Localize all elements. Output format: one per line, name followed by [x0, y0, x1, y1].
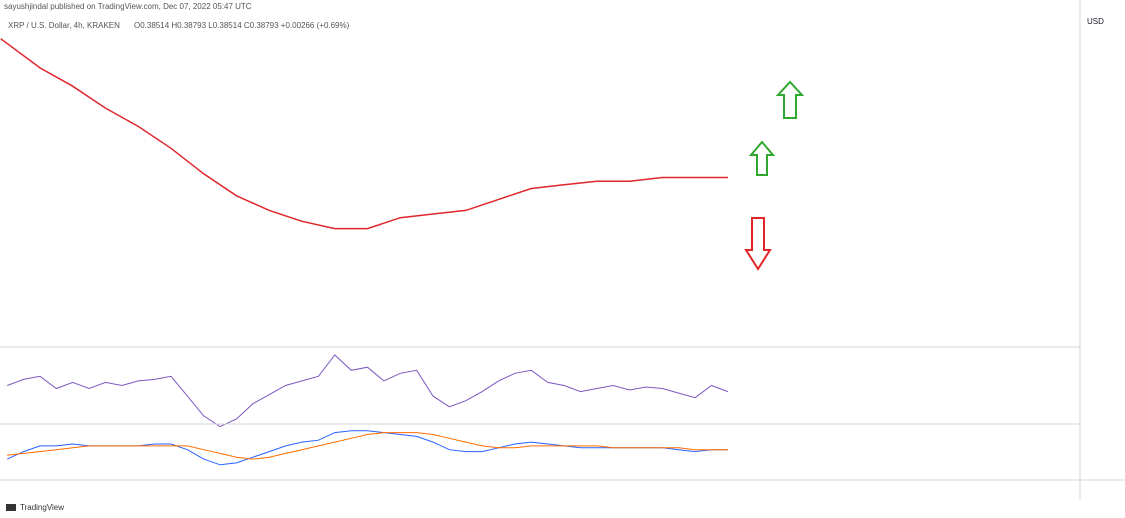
up-arrow [748, 140, 776, 176]
brand-logo [6, 504, 16, 511]
currency: USD [1087, 17, 1104, 26]
up-arrow [775, 80, 805, 119]
signal-line [7, 432, 728, 460]
moving-average [0, 38, 728, 230]
publisher: sayushjindal published on TradingView.co… [4, 2, 252, 11]
plot [0, 38, 729, 466]
ohlc: O0.38514 H0.38793 L0.38514 C0.38793 +0.0… [134, 21, 350, 30]
rsi-line [7, 354, 729, 428]
brand: TradingView [20, 503, 64, 512]
down-arrow [744, 217, 772, 271]
symbol: XRP / U.S. Dollar, 4h, KRAKEN [8, 21, 120, 30]
